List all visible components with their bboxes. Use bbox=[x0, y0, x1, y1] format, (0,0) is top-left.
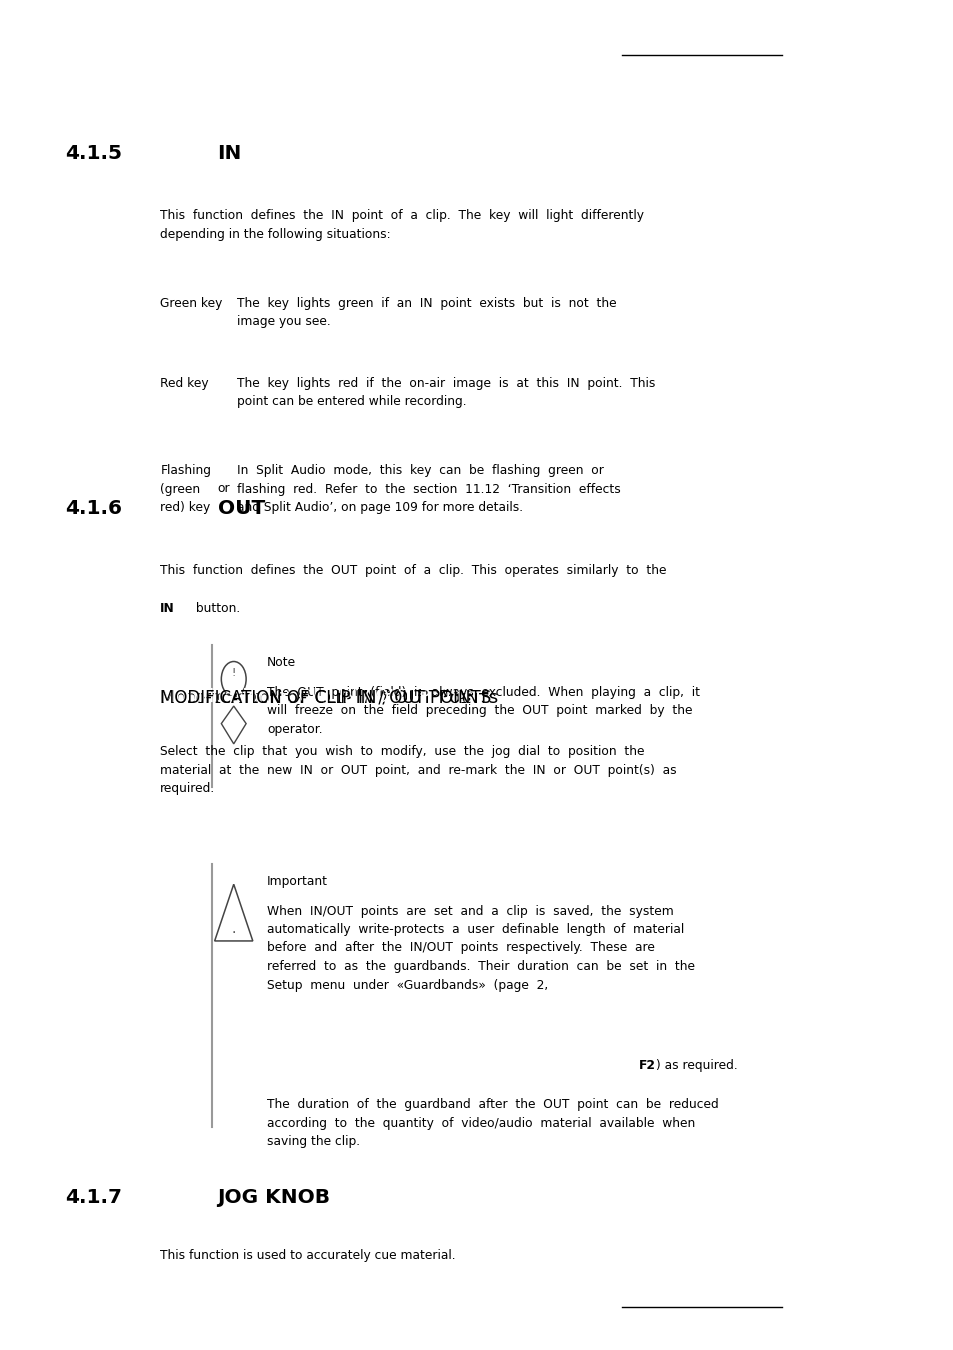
Text: Green key: Green key bbox=[160, 297, 222, 310]
Text: F2: F2 bbox=[639, 1060, 656, 1072]
Text: 4.1.5: 4.1.5 bbox=[65, 144, 122, 163]
Text: IN: IN bbox=[217, 144, 242, 163]
Text: Mᴏᴅɪғɪᴄᴀᴛɪᴏɴ ᴏғ Cʟɪᴘ IN / OUT Pᴏɪɴᴛѕ: Mᴏᴅɪғɪᴄᴀᴛɪᴏɴ ᴏғ Cʟɪᴘ IN / OUT Pᴏɪɴᴛѕ bbox=[160, 688, 498, 706]
Text: or: or bbox=[217, 482, 230, 495]
Text: 4.1.7: 4.1.7 bbox=[65, 1188, 122, 1207]
Text: In  Split  Audio  mode,  this  key  can  be  flashing  green  or
flashing  red. : In Split Audio mode, this key can be fla… bbox=[236, 464, 619, 514]
Text: This  function  defines  the  OUT  point  of  a  clip.  This  operates  similarl: This function defines the OUT point of a… bbox=[160, 564, 666, 578]
Text: This  function  defines  the  IN  point  of  a  clip.  The  key  will  light  di: This function defines the IN point of a … bbox=[160, 209, 643, 240]
Text: The  OUT  point  (field)  is  always  excluded.  When  playing  a  clip,  it
wil: The OUT point (field) is always excluded… bbox=[267, 686, 700, 736]
Text: JOG KNOB: JOG KNOB bbox=[217, 1188, 330, 1207]
Text: Select  the  clip  that  you  wish  to  modify,  use  the  jog  dial  to  positi: Select the clip that you wish to modify,… bbox=[160, 745, 677, 795]
Text: button.: button. bbox=[192, 602, 240, 616]
Text: OUT: OUT bbox=[217, 500, 265, 518]
Text: 4.1.6: 4.1.6 bbox=[65, 500, 122, 518]
Text: IN: IN bbox=[160, 602, 174, 616]
Text: .: . bbox=[232, 922, 235, 936]
Text: !: ! bbox=[232, 668, 235, 678]
Text: MODIFICATION OF CLIP IN / OUT POINTS: MODIFICATION OF CLIP IN / OUT POINTS bbox=[160, 688, 491, 706]
Text: The  duration  of  the  guardband  after  the  OUT  point  can  be  reduced
acco: The duration of the guardband after the … bbox=[267, 1098, 719, 1148]
Text: This function is used to accurately cue material.: This function is used to accurately cue … bbox=[160, 1249, 456, 1262]
Text: The  key  lights  red  if  the  on-air  image  is  at  this  IN  point.  This
po: The key lights red if the on-air image i… bbox=[236, 377, 655, 408]
Text: When  IN/OUT  points  are  set  and  a  clip  is  saved,  the  system
automatica: When IN/OUT points are set and a clip is… bbox=[267, 904, 695, 991]
Text: The  key  lights  green  if  an  IN  point  exists  but  is  not  the
image you : The key lights green if an IN point exis… bbox=[236, 297, 616, 328]
Text: Modification of Clip IN / OUT Points: Modification of Clip IN / OUT Points bbox=[160, 688, 473, 706]
Text: Note: Note bbox=[267, 656, 296, 670]
Text: Flashing
(green
red) key: Flashing (green red) key bbox=[160, 464, 211, 514]
Text: Important: Important bbox=[267, 875, 328, 888]
Text: ) as required.: ) as required. bbox=[656, 1060, 738, 1072]
Text: Red key: Red key bbox=[160, 377, 209, 390]
